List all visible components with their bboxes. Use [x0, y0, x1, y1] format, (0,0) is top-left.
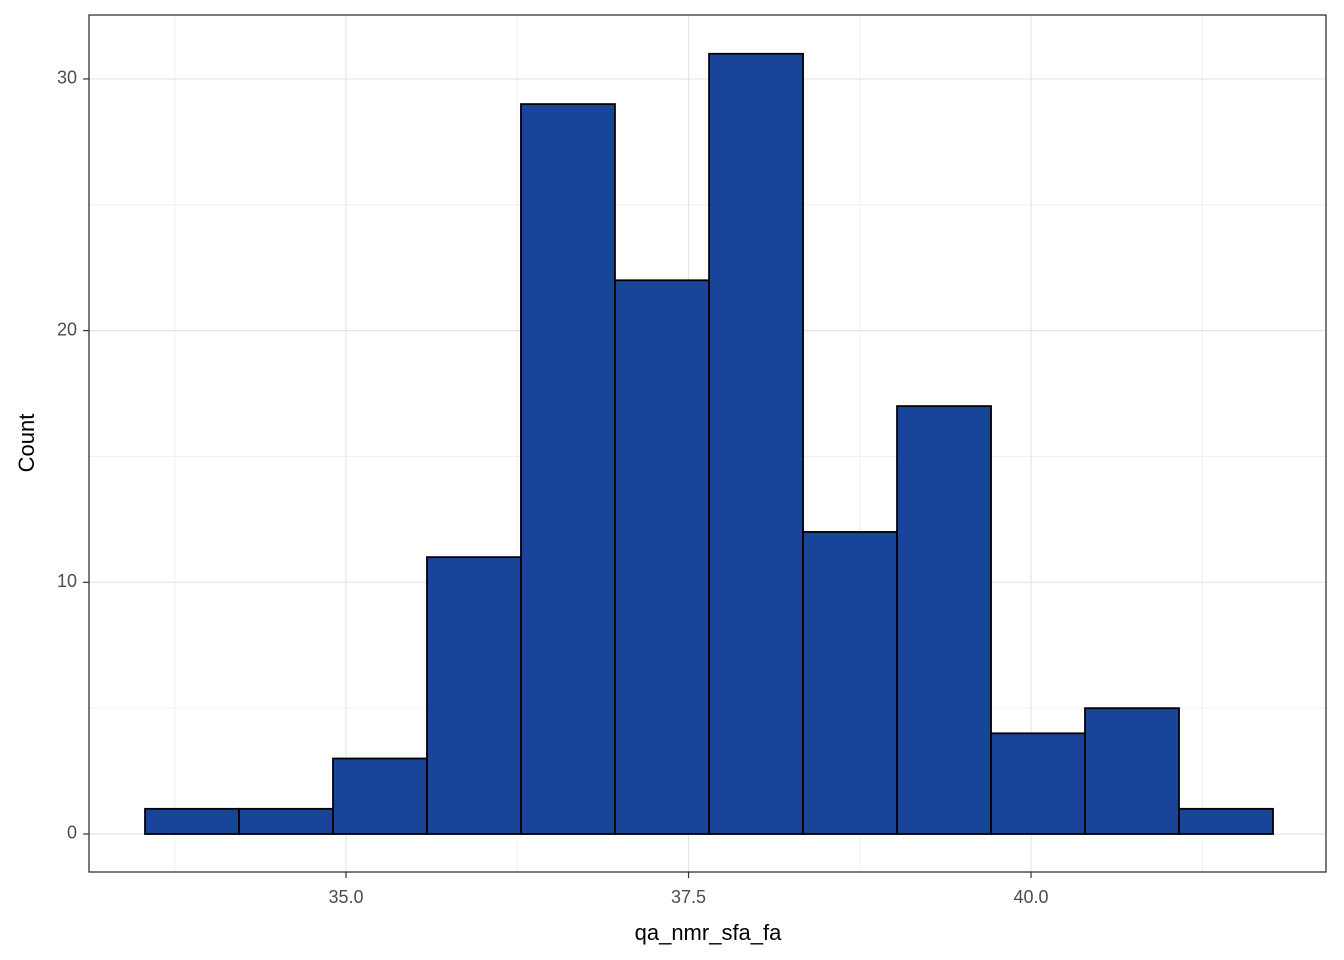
x-tick-label: 40.0 [1014, 887, 1049, 907]
bar [990, 732, 1086, 835]
x-axis-title: qa_nmr_sfa_fa [635, 920, 783, 945]
y-axis-title: Count [14, 414, 39, 473]
y-tick-label: 20 [57, 319, 77, 339]
bar [1178, 807, 1274, 835]
bar [708, 52, 804, 835]
x-tick-label: 35.0 [328, 887, 363, 907]
y-tick-label: 0 [67, 823, 77, 843]
bar [614, 279, 710, 835]
y-tick-label: 30 [57, 68, 77, 88]
y-tick-label: 10 [57, 571, 77, 591]
x-tick-label: 37.5 [671, 887, 706, 907]
bar [426, 556, 522, 835]
bar [802, 531, 898, 835]
bar [520, 103, 616, 835]
bar [144, 807, 240, 835]
bar [332, 757, 428, 835]
panel-border [88, 14, 1327, 873]
bar [896, 405, 992, 835]
bar [1084, 707, 1180, 835]
bar [238, 807, 334, 835]
